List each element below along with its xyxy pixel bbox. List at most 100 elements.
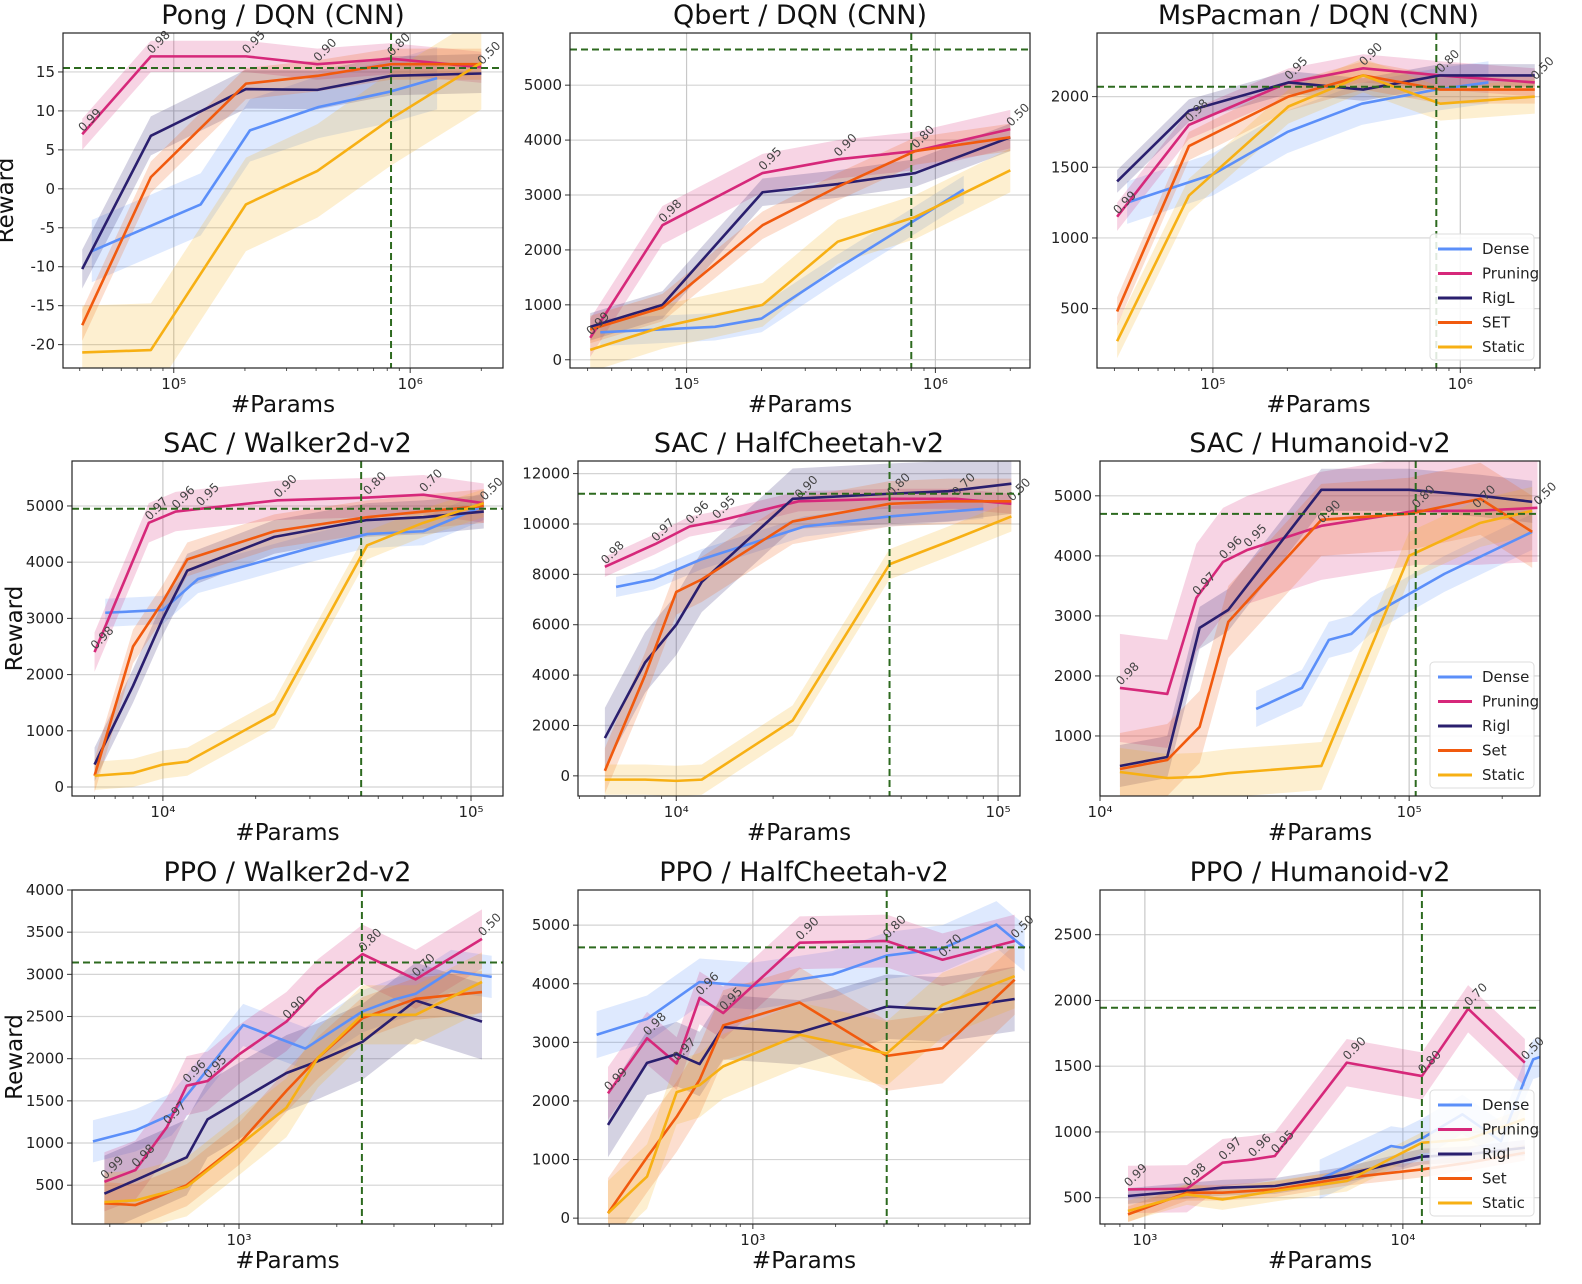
subplot-4: SAC / Walker2d-v2#ParamsReward0100020003…: [2, 428, 506, 846]
x-axis-label: #Params: [1268, 820, 1372, 846]
subplot-title: SAC / Walker2d-v2: [163, 428, 412, 459]
y-tick-label: 10: [36, 102, 55, 120]
sparsity-label: 0.50: [1528, 54, 1557, 83]
subplot-title: PPO / HalfCheetah-v2: [659, 857, 949, 888]
y-tick-label: 2000: [26, 1050, 64, 1068]
subplot-7: PPO / Walker2d-v2 #Params Reward 500 1000 150…: [2, 857, 504, 1274]
x-tick-label: 10⁶: [923, 375, 948, 393]
x-tick-label: 10³: [1132, 1231, 1157, 1249]
sparsity-label: 0.50: [1004, 100, 1033, 129]
y-tick-label: 5000: [1054, 487, 1092, 505]
x-tick-label: 10⁴: [1087, 803, 1112, 821]
y-tick-label: 1500: [26, 1092, 64, 1110]
y-tick-label: 0: [560, 1209, 570, 1227]
y-tick-label: 0: [552, 351, 562, 369]
subplot-title: PPO / Humanoid-v2: [1190, 857, 1451, 888]
subplot-title: Pong / DQN (CNN): [161, 0, 405, 31]
x-axis-label: #Params: [747, 820, 851, 846]
y-tick-label: 0: [54, 778, 64, 796]
y-tick-label: 15: [36, 63, 55, 81]
legend-label: Rigl: [1482, 1145, 1510, 1163]
y-tick-label: 1000: [524, 296, 562, 314]
y-tick-label: 3000: [532, 1033, 570, 1051]
y-tick-label: 4000: [26, 553, 64, 571]
legend-label: Static: [1482, 766, 1525, 784]
legend-label: Static: [1482, 1194, 1525, 1212]
x-tick-label: 10⁴: [1390, 1231, 1415, 1249]
subplot-8: PPO / HalfCheetah-v2 #Params 0 1000 2000 3000…: [532, 857, 1037, 1274]
x-tick-label: 10⁴: [664, 803, 689, 821]
legend-label: Dense: [1482, 1096, 1529, 1114]
y-tick-label: 3500: [26, 923, 64, 941]
y-tick-label: 2000: [532, 716, 570, 734]
subplot-5: SAC / HalfCheetah-v2#Params0200040006000…: [522, 428, 1033, 846]
y-tick-label: -5: [40, 219, 55, 237]
y-tick-label: 1500: [1054, 1057, 1092, 1075]
x-tick-label: 10³: [226, 1231, 251, 1249]
x-axis-label: #Params: [1266, 392, 1370, 418]
y-tick-label: 5000: [532, 916, 570, 934]
y-tick-label: 2000: [524, 241, 562, 259]
y-tick-label: 2500: [1054, 926, 1092, 944]
y-tick-label: 2000: [1054, 991, 1092, 1009]
y-tick-label: 12000: [522, 465, 570, 483]
y-tick-label: 2000: [26, 666, 64, 684]
y-tick-label: 4000: [26, 881, 64, 899]
y-tick-label: 0: [560, 767, 570, 785]
y-tick-label: 8000: [532, 565, 570, 583]
series-layer: [590, 110, 1010, 372]
legend-label: Pruning: [1482, 1121, 1539, 1139]
x-axis-label: #Params: [752, 1248, 856, 1274]
y-axis-label: Reward: [0, 158, 19, 244]
y-tick-label: 5000: [524, 76, 562, 94]
y-tick-label: 6000: [532, 616, 570, 634]
series-layer: [94, 475, 483, 793]
series-layer: [597, 901, 1025, 1248]
subplot-9: PPO / Humanoid-v2#Params5001000150020002…: [1054, 857, 1547, 1274]
y-tick-label: 500: [35, 1176, 64, 1194]
y-tick-label: 4000: [1054, 547, 1092, 565]
x-tick-label: 10⁵: [161, 375, 186, 393]
legend-label: SET: [1482, 314, 1511, 332]
legend-label: Set: [1482, 742, 1507, 760]
y-tick-label: 1000: [1054, 727, 1092, 745]
y-tick-label: 10000: [522, 515, 570, 533]
y-tick-label: 1000: [26, 1134, 64, 1152]
x-tick-label: 10⁵: [986, 803, 1011, 821]
subplot-6: SAC / Humanoid-v2#Params1000200030004000…: [1054, 428, 1560, 846]
y-tick-label: 1000: [26, 722, 64, 740]
subplot-1: Pong / DQN (CNN)#ParamsReward-20-15-10-5…: [0, 0, 503, 418]
subplot-title: SAC / HalfCheetah-v2: [654, 428, 944, 459]
subplot-title: PPO / Walker2d-v2: [164, 857, 412, 888]
y-tick-label: 2000: [1051, 88, 1089, 106]
legend-label: Static: [1482, 338, 1525, 356]
y-tick-label: 3000: [524, 186, 562, 204]
x-tick-label: 10⁵: [1397, 803, 1422, 821]
y-tick-label: 500: [1060, 300, 1089, 318]
x-axis-label: #Params: [1268, 1248, 1372, 1274]
y-axis-label: Reward: [2, 586, 28, 672]
x-tick-label: 10⁵: [1200, 375, 1225, 393]
y-tick-label: 2000: [532, 1092, 570, 1110]
y-tick-label: -15: [31, 297, 56, 315]
x-axis-label: #Params: [235, 1248, 339, 1274]
x-tick-label: 10⁶: [398, 375, 423, 393]
y-tick-label: 5000: [26, 497, 64, 515]
y-tick-label: 1000: [1051, 229, 1089, 247]
x-tick-label: 10⁵: [674, 375, 699, 393]
subplot-title: MsPacman / DQN (CNN): [1158, 0, 1479, 31]
series-layer: [82, 16, 481, 399]
subplot-3: MsPacman / DQN (CNN) #Params 500 1000 1500 20…: [1051, 0, 1557, 418]
y-tick-label: 1500: [1051, 158, 1089, 176]
y-tick-label: 2500: [26, 1008, 64, 1026]
y-tick-label: -10: [31, 258, 56, 276]
y-tick-label: 1000: [532, 1151, 570, 1169]
y-axis-label: Reward: [2, 1014, 28, 1100]
legend-label: Pruning: [1482, 265, 1539, 283]
y-tick-label: 2000: [1054, 667, 1092, 685]
subplot-title: SAC / Humanoid-v2: [1189, 428, 1450, 459]
